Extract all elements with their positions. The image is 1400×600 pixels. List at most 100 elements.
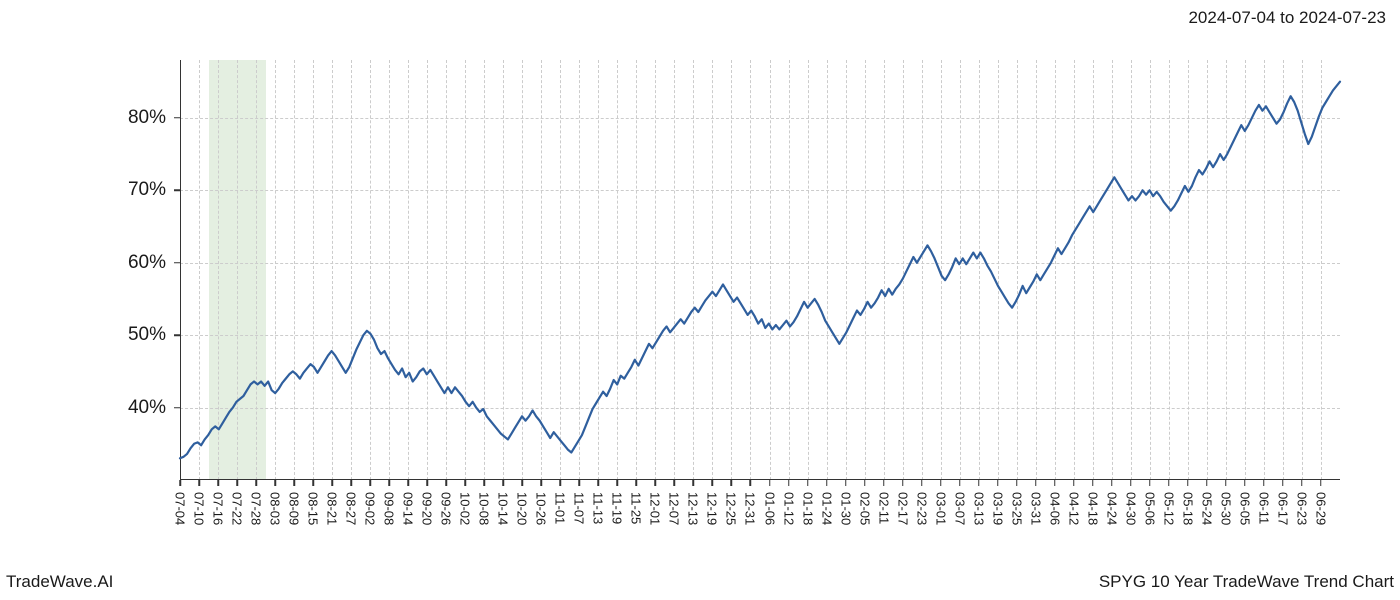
x-tick-label: 12-25 bbox=[724, 492, 739, 525]
x-tick bbox=[788, 480, 790, 486]
x-tick-label: 12-31 bbox=[743, 492, 758, 525]
x-tick bbox=[369, 480, 371, 486]
x-tick-label: 02-05 bbox=[857, 492, 872, 525]
y-tick-label: 70% bbox=[128, 179, 166, 201]
x-tick-label: 05-06 bbox=[1142, 492, 1157, 525]
x-tick-label: 02-17 bbox=[895, 492, 910, 525]
x-tick bbox=[750, 480, 752, 486]
x-tick bbox=[426, 480, 428, 486]
x-tick bbox=[217, 480, 219, 486]
x-tick bbox=[674, 480, 676, 486]
x-tick bbox=[712, 480, 714, 486]
x-tick bbox=[1054, 480, 1056, 486]
x-tick bbox=[1092, 480, 1094, 486]
x-tick-label: 11-25 bbox=[629, 492, 644, 524]
x-tick bbox=[617, 480, 619, 486]
x-tick-label: 10-02 bbox=[458, 492, 473, 525]
x-tick-label: 06-29 bbox=[1313, 492, 1328, 525]
x-tick-label: 12-07 bbox=[667, 492, 682, 525]
x-tick-label: 01-06 bbox=[762, 492, 777, 525]
x-tick bbox=[693, 480, 695, 486]
x-tick-label: 03-13 bbox=[971, 492, 986, 525]
x-tick-label: 04-06 bbox=[1047, 492, 1062, 525]
x-tick-label: 07-22 bbox=[230, 492, 245, 525]
x-tick-label: 12-13 bbox=[686, 492, 701, 525]
x-tick bbox=[1111, 480, 1113, 486]
x-tick-label: 03-25 bbox=[1009, 492, 1024, 525]
x-tick bbox=[598, 480, 600, 486]
y-tick-label: 50% bbox=[128, 324, 166, 346]
x-tick-label: 05-30 bbox=[1218, 492, 1233, 525]
y-tick-label: 80% bbox=[128, 107, 166, 129]
x-tick-label: 11-19 bbox=[610, 492, 625, 524]
x-tick bbox=[959, 480, 961, 486]
x-tick-label: 01-30 bbox=[838, 492, 853, 525]
x-tick-label: 06-05 bbox=[1237, 492, 1252, 525]
x-tick bbox=[484, 480, 486, 486]
x-tick bbox=[636, 480, 638, 486]
chart-title: SPYG 10 Year TradeWave Trend Chart bbox=[1099, 572, 1394, 592]
x-tick bbox=[503, 480, 505, 486]
x-tick bbox=[940, 480, 942, 486]
x-tick bbox=[655, 480, 657, 486]
x-tick-label: 02-23 bbox=[914, 492, 929, 525]
x-tick bbox=[978, 480, 980, 486]
x-tick bbox=[1149, 480, 1151, 486]
y-tick-label: 40% bbox=[128, 397, 166, 419]
x-tick bbox=[560, 480, 562, 486]
x-tick-label: 11-13 bbox=[591, 492, 606, 524]
x-tick-label: 11-07 bbox=[572, 492, 587, 524]
x-tick bbox=[1263, 480, 1265, 486]
chart-plot-area: 40%50%60%70%80% 07-0407-1007-1607-2207-2… bbox=[180, 60, 1340, 480]
x-tick bbox=[464, 480, 466, 486]
x-tick bbox=[445, 480, 447, 486]
x-tick-label: 08-15 bbox=[306, 492, 321, 525]
x-tick-label: 04-24 bbox=[1104, 492, 1119, 525]
x-tick bbox=[331, 480, 333, 486]
line-svg bbox=[180, 60, 1340, 480]
x-tick bbox=[1206, 480, 1208, 486]
x-tick bbox=[1301, 480, 1303, 486]
x-tick-label: 03-01 bbox=[933, 492, 948, 525]
x-tick bbox=[769, 480, 771, 486]
x-tick-label: 05-12 bbox=[1161, 492, 1176, 525]
x-tick-label: 09-20 bbox=[420, 492, 435, 525]
series-line bbox=[180, 82, 1340, 459]
x-tick-label: 10-14 bbox=[496, 492, 511, 525]
x-tick-label: 08-03 bbox=[268, 492, 283, 525]
x-tick-label: 04-12 bbox=[1066, 492, 1081, 525]
x-tick bbox=[312, 480, 314, 486]
x-tick-label: 10-26 bbox=[534, 492, 549, 525]
x-tick-label: 07-10 bbox=[192, 492, 207, 525]
x-tick-label: 08-09 bbox=[287, 492, 302, 525]
x-tick-label: 01-24 bbox=[819, 492, 834, 525]
x-tick bbox=[522, 480, 524, 486]
x-tick bbox=[1320, 480, 1322, 486]
x-tick bbox=[579, 480, 581, 486]
x-tick bbox=[1073, 480, 1075, 486]
x-tick bbox=[255, 480, 257, 486]
date-range-label: 2024-07-04 to 2024-07-23 bbox=[1188, 8, 1386, 28]
x-tick-label: 08-21 bbox=[325, 492, 340, 525]
x-tick-label: 05-18 bbox=[1180, 492, 1195, 525]
x-tick-label: 06-23 bbox=[1294, 492, 1309, 525]
x-tick-label: 06-17 bbox=[1275, 492, 1290, 525]
x-tick bbox=[997, 480, 999, 486]
x-tick-label: 01-18 bbox=[800, 492, 815, 525]
x-tick-label: 09-02 bbox=[363, 492, 378, 525]
x-tick-label: 09-26 bbox=[439, 492, 454, 525]
x-tick bbox=[921, 480, 923, 486]
x-tick-label: 12-01 bbox=[648, 492, 663, 525]
x-tick bbox=[883, 480, 885, 486]
x-tick-label: 03-31 bbox=[1028, 492, 1043, 525]
x-tick bbox=[1016, 480, 1018, 486]
x-tick bbox=[731, 480, 733, 486]
x-tick-label: 06-11 bbox=[1256, 492, 1271, 524]
x-tick bbox=[807, 480, 809, 486]
x-tick bbox=[1168, 480, 1170, 486]
x-tick bbox=[236, 480, 238, 486]
x-tick bbox=[198, 480, 200, 486]
x-tick bbox=[1225, 480, 1227, 486]
x-tick bbox=[179, 480, 181, 486]
x-tick-label: 09-08 bbox=[382, 492, 397, 525]
